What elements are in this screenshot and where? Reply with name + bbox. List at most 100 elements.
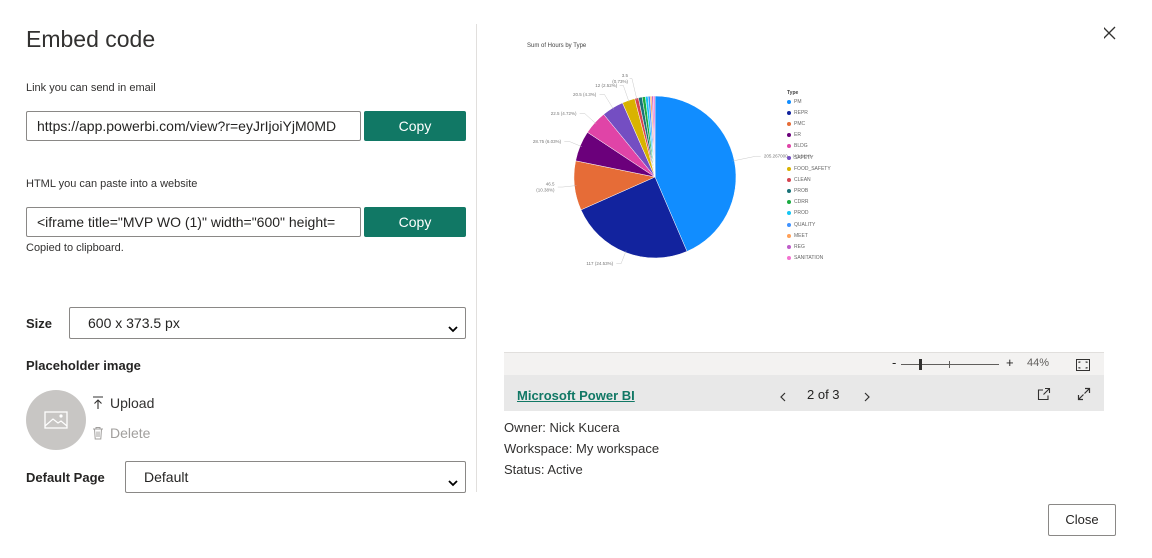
leader-line	[557, 185, 577, 188]
leader-line	[579, 113, 597, 125]
legend-label: CLEAN	[794, 176, 811, 183]
leader-line	[619, 85, 630, 103]
zoom-center-tick	[949, 361, 950, 368]
pie-data-label: 117 (24.53%)	[586, 261, 613, 266]
upload-label: Upload	[110, 395, 155, 411]
zoom-slider[interactable]	[901, 359, 999, 370]
legend-swatch	[787, 233, 791, 238]
previous-page-button[interactable]	[779, 389, 787, 407]
legend-swatch	[787, 256, 791, 261]
legend-label: PROB	[794, 188, 809, 195]
legend-item[interactable]: QUALITY	[787, 219, 831, 230]
owner-text: Owner: Nick Kucera	[504, 420, 620, 435]
leader-line	[629, 78, 638, 101]
legend-label: MEET	[794, 232, 808, 239]
email-link-field[interactable]: https://app.powerbi.com/view?r=eyJrIjoiY…	[26, 111, 361, 141]
share-icon[interactable]	[1037, 387, 1051, 406]
zoom-in-button[interactable]: +	[1006, 355, 1014, 370]
dialog-title: Embed code	[26, 26, 156, 52]
legend-swatch	[787, 177, 791, 182]
legend-swatch	[787, 166, 791, 171]
pie-data-label: 28.75 (6.03%)	[533, 139, 562, 144]
legend-item[interactable]: SANITATION	[787, 253, 831, 264]
chevron-left-icon	[780, 392, 786, 402]
html-embed-field[interactable]: <iframe title="MVP WO (1)" width="600" h…	[26, 207, 361, 237]
report-footer: Microsoft Power BI 2 of 3	[504, 375, 1104, 411]
copied-status: Copied to clipboard.	[26, 242, 124, 254]
close-button[interactable]: Close	[1048, 504, 1116, 536]
legend-label: SAFETY	[794, 154, 814, 161]
upload-icon	[93, 396, 103, 409]
legend-item[interactable]: FOOD_SAFETY	[787, 163, 831, 174]
upload-button[interactable]: Upload	[92, 395, 154, 411]
pie-data-label: 12 (2.52%)	[595, 83, 618, 88]
pie-data-label: 20.5 (4.3%)	[573, 92, 597, 97]
default-page-label: Default Page	[26, 470, 105, 485]
pie-data-label: 46.5	[546, 182, 555, 187]
legend-item[interactable]: REPR	[787, 107, 831, 118]
copy-link-button[interactable]: Copy	[364, 111, 466, 141]
leader-line	[732, 156, 761, 162]
fullscreen-icon[interactable]	[1077, 387, 1091, 406]
chart-legend: Type PM REPR PMC ER BLDG SAFETY FOOD_SAFETY CLE…	[787, 90, 831, 264]
email-link-label: Link you can send in email	[26, 82, 156, 94]
default-page-select[interactable]: Default	[125, 461, 466, 493]
chevron-down-icon	[447, 315, 459, 345]
legend-item[interactable]: SAFETY	[787, 152, 831, 163]
legend-label: PROD	[794, 210, 809, 217]
pie-data-label: 22.5 (4.72%)	[551, 111, 577, 116]
legend-label: PM	[794, 98, 802, 105]
workspace-text: Workspace: My workspace	[504, 441, 660, 456]
legend-item[interactable]: BLDG	[787, 141, 831, 152]
legend-item[interactable]: ER	[787, 130, 831, 141]
legend-label: CDRR	[794, 199, 809, 206]
status-text: Status: Active	[504, 462, 583, 477]
chevron-right-icon	[864, 392, 870, 402]
report-preview[interactable]: Sum of Hours by Type 205.267000... (43.6…	[504, 24, 1104, 352]
legend-item[interactable]: PM	[787, 96, 831, 107]
size-select-value: 600 x 373.5 px	[88, 315, 180, 331]
page-indicator: 2 of 3	[807, 387, 840, 402]
legend-swatch	[787, 110, 791, 115]
pie-chart: Sum of Hours by Type 205.267000... (43.6…	[527, 43, 811, 266]
legend-label: SANITATION	[794, 255, 824, 262]
leader-line	[616, 250, 627, 264]
legend-label: ER	[794, 132, 801, 139]
legend-swatch	[787, 189, 791, 194]
zoom-slider-thumb[interactable]	[918, 359, 922, 370]
zoom-out-button[interactable]: -	[892, 355, 897, 370]
legend-title: Type	[787, 90, 799, 96]
placeholder-avatar	[26, 390, 86, 450]
legend-swatch	[787, 211, 791, 216]
legend-swatch	[787, 222, 791, 227]
legend-swatch	[787, 121, 791, 126]
legend-item[interactable]: PROD	[787, 208, 831, 219]
size-select[interactable]: 600 x 373.5 px	[69, 307, 466, 339]
close-icon[interactable]	[1101, 25, 1117, 41]
copy-html-button[interactable]: Copy	[364, 207, 466, 237]
legend-label: REPR	[794, 109, 808, 116]
image-icon	[44, 411, 68, 429]
legend-item[interactable]: PMC	[787, 118, 831, 129]
delete-button[interactable]: Delete	[92, 425, 150, 441]
legend-label: QUALITY	[794, 221, 816, 228]
delete-label: Delete	[110, 425, 151, 441]
legend-item[interactable]: PROB	[787, 186, 831, 197]
powerbi-link[interactable]: Microsoft Power BI	[517, 388, 635, 403]
pie-data-label: 3.5	[622, 73, 629, 78]
legend-swatch	[787, 99, 791, 104]
html-embed-label: HTML you can paste into a website	[26, 178, 198, 190]
legend-swatch	[787, 245, 791, 250]
next-page-button[interactable]	[863, 389, 871, 407]
placeholder-label: Placeholder image	[26, 358, 141, 373]
size-label: Size	[26, 316, 53, 331]
pie-slice-sanitation[interactable]	[653, 95, 656, 178]
legend-item[interactable]: MEET	[787, 230, 831, 241]
chevron-down-icon	[447, 469, 459, 499]
legend-item[interactable]: CDRR	[787, 197, 831, 208]
legend-item[interactable]: REG	[787, 241, 831, 252]
leader-line	[564, 141, 583, 147]
default-page-value: Default	[144, 469, 189, 485]
fit-to-page-icon[interactable]	[1076, 358, 1090, 376]
legend-item[interactable]: CLEAN	[787, 174, 831, 185]
